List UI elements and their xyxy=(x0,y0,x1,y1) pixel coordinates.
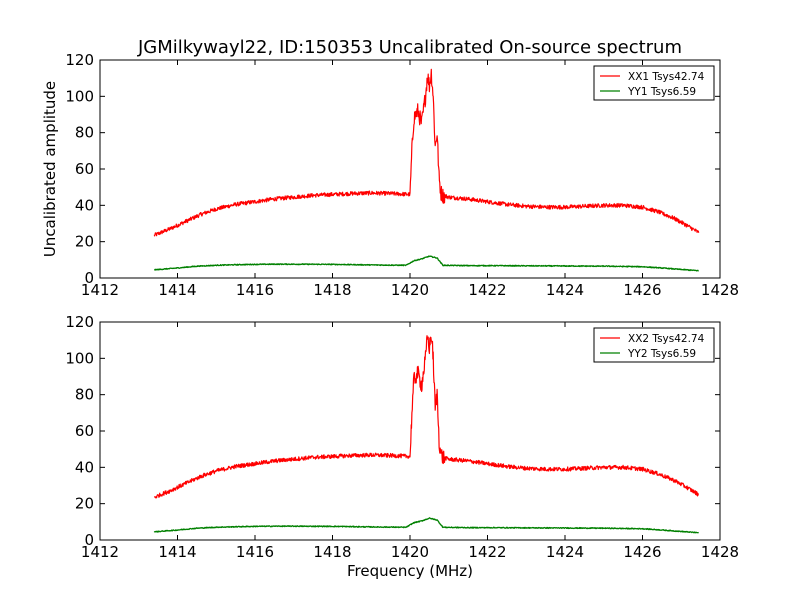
x-tick-label: 1426 xyxy=(623,543,661,561)
y-tick-label: 0 xyxy=(84,269,94,287)
y-tick-label: 40 xyxy=(75,196,94,214)
y-tick-label: 80 xyxy=(75,386,94,404)
series-line-yy1 xyxy=(153,255,699,272)
y-tick-label: 120 xyxy=(65,313,94,331)
y-tick-label: 20 xyxy=(75,495,94,513)
series-line-xx2 xyxy=(153,335,699,499)
x-tick-label: 1428 xyxy=(701,281,739,299)
x-axis-label: Frequency (MHz) xyxy=(347,562,473,580)
x-tick-label: 1424 xyxy=(546,543,584,561)
legend-box xyxy=(593,65,715,101)
legend-box xyxy=(593,327,715,363)
series-line-yy2 xyxy=(153,517,699,534)
x-tick-label: 1412 xyxy=(81,281,119,299)
y-tick-label: 40 xyxy=(75,458,94,476)
legend-entry-label: XX2 Tsys42.74 xyxy=(628,333,705,345)
x-tick-label: 1422 xyxy=(468,281,506,299)
legend: XX2 Tsys42.74 YY2 Tsys6.59 xyxy=(593,327,715,363)
chart-title: JGMilkywayl22, ID:150353 Uncalibrated On… xyxy=(137,37,682,58)
plot-panel-2: 1412 1414 1416 1418 1420 1422 1424 1426 1428 0 20 4… xyxy=(65,313,739,561)
y-tick-label: 20 xyxy=(75,233,94,251)
x-tick-label: 1414 xyxy=(158,281,196,299)
y-tick-label: 0 xyxy=(84,531,94,549)
y-tick-label: 120 xyxy=(65,51,94,69)
x-tick-label: 1412 xyxy=(81,543,119,561)
x-tick-label: 1424 xyxy=(546,281,584,299)
y-tick-label: 80 xyxy=(75,124,94,142)
x-tick-label: 1428 xyxy=(701,543,739,561)
plot-panel-1: 1412 1414 1416 1418 1420 1422 1424 1426 1428 0 20 4… xyxy=(65,51,739,299)
x-tick-label: 1418 xyxy=(313,281,351,299)
legend-entry-label: YY2 Tsys6.59 xyxy=(627,348,696,360)
x-tick-label: 1416 xyxy=(236,281,274,299)
legend-entry-label: YY1 Tsys6.59 xyxy=(627,86,696,98)
y-tick-label: 100 xyxy=(65,349,94,367)
series-line-xx1 xyxy=(153,68,700,237)
y-tick-label: 100 xyxy=(65,87,94,105)
y-tick-label: 60 xyxy=(75,160,94,178)
x-tick-label: 1414 xyxy=(158,543,196,561)
x-tick-label: 1422 xyxy=(468,543,506,561)
x-tick-label: 1420 xyxy=(391,543,429,561)
legend: XX1 Tsys42.74 YY1 Tsys6.59 xyxy=(593,65,715,101)
x-tick-label: 1416 xyxy=(236,543,274,561)
x-tick-label: 1420 xyxy=(391,281,429,299)
y-axis-label: Uncalibrated amplitude xyxy=(41,81,59,257)
y-tick-label: 60 xyxy=(75,422,94,440)
x-tick-label: 1418 xyxy=(313,543,351,561)
x-tick-label: 1426 xyxy=(623,281,661,299)
legend-entry-label: XX1 Tsys42.74 xyxy=(628,71,705,83)
